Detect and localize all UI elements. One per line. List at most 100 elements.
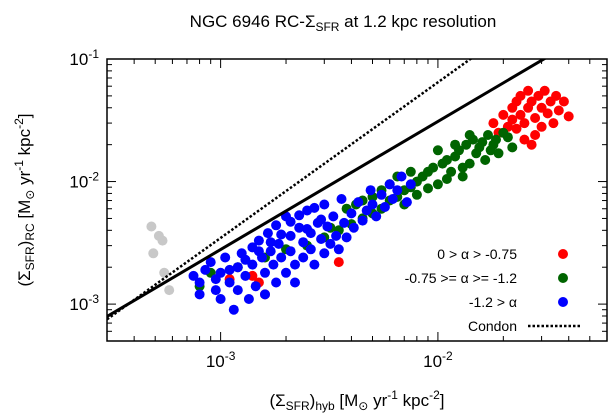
data-point-1-40 — [502, 132, 513, 143]
data-point-0-27 — [542, 108, 553, 119]
data-point-2-51 — [336, 194, 347, 204]
data-point-2-14 — [243, 294, 254, 304]
data-point-2-52 — [339, 217, 350, 228]
data-point-1-38 — [493, 148, 504, 159]
data-point-1-34 — [483, 130, 493, 140]
data-point-2-67 — [396, 171, 407, 182]
data-point-2-81 — [316, 214, 327, 225]
data-point-2-6 — [215, 294, 226, 304]
legend-label-0: 0 > α > -0.75 — [437, 246, 517, 262]
series-2 — [188, 171, 416, 315]
data-point-2-76 — [276, 229, 287, 240]
data-point-2-64 — [384, 179, 395, 190]
data-point-1-46 — [411, 189, 422, 200]
data-point-2-9 — [228, 304, 239, 315]
data-point-2-73 — [240, 254, 251, 265]
data-point-0-15 — [519, 118, 530, 129]
y-tick-label-2: 10-1 — [69, 47, 99, 69]
data-point-0-5 — [488, 118, 499, 129]
data-point-2-33 — [290, 259, 300, 270]
data-point-2-29 — [281, 267, 291, 278]
data-point-1-48 — [432, 145, 443, 156]
legend-entry-1: -0.75 >= α >= -1.2 — [405, 270, 568, 286]
legend-entry-2: -1.2 > α — [469, 294, 568, 310]
data-point-2-54 — [346, 208, 357, 219]
data-point-0-30 — [551, 90, 562, 101]
data-point-2-22 — [262, 228, 273, 239]
data-point-1-49 — [441, 174, 452, 184]
data-point-2-61 — [371, 211, 382, 222]
data-point-2-23 — [265, 246, 276, 257]
legend-label-2: -1.2 > α — [469, 294, 517, 310]
data-point-2-17 — [250, 281, 261, 292]
data-point-2-70 — [194, 277, 205, 288]
data-point-2-21 — [260, 289, 270, 300]
data-point-2-31 — [285, 230, 296, 241]
data-point-0-21 — [530, 113, 541, 123]
data-point-2-36 — [298, 237, 309, 248]
data-point-1-50 — [450, 139, 461, 150]
data-point-0-25 — [536, 121, 547, 132]
data-point-3-4 — [164, 285, 175, 296]
data-point-1-52 — [464, 130, 475, 140]
data-point-1-32 — [477, 137, 488, 148]
data-point-1-27 — [461, 139, 472, 150]
x-tick-label-1: 10-2 — [423, 349, 453, 371]
data-point-0-13 — [515, 90, 526, 101]
legend: 0 > α > -0.75 -0.75 >= α >= -1.2 -1.2 > α C… — [405, 246, 580, 334]
data-point-2-65 — [387, 194, 398, 204]
data-point-2-1 — [194, 289, 205, 300]
data-point-2-69 — [405, 179, 416, 190]
data-point-0-31 — [553, 105, 564, 116]
data-point-0-4 — [333, 257, 344, 268]
legend-entry-3: Condon — [468, 318, 580, 334]
legend-marker-0 — [558, 249, 568, 259]
data-point-0-1 — [247, 270, 258, 281]
data-point-1-45 — [405, 166, 416, 177]
chart-title: NGC 6946 RC-ΣSFR at 1.2 kpc resolution — [190, 12, 497, 34]
data-point-2-50 — [333, 244, 344, 255]
data-point-0-26 — [539, 85, 550, 96]
data-point-2-75 — [265, 237, 276, 248]
data-point-0-12 — [511, 123, 522, 134]
data-point-2-74 — [253, 246, 264, 257]
data-point-1-47 — [423, 183, 433, 194]
data-point-0-19 — [526, 96, 537, 107]
data-point-0-17 — [523, 85, 534, 96]
data-point-0-16 — [519, 134, 530, 145]
data-point-2-68 — [401, 197, 412, 208]
data-point-2-2 — [200, 264, 211, 275]
data-point-2-77 — [285, 216, 296, 227]
data-point-2-3 — [205, 257, 216, 268]
legend-marker-1 — [558, 273, 568, 283]
data-point-0-20 — [526, 139, 537, 150]
data-point-1-51 — [457, 162, 468, 173]
data-point-2-24 — [268, 259, 279, 270]
data-point-2-25 — [271, 277, 282, 288]
data-point-2-0 — [188, 270, 199, 281]
data-point-2-62 — [376, 189, 387, 200]
data-point-1-20 — [432, 179, 443, 190]
condon-line — [107, 59, 473, 321]
data-point-2-53 — [341, 232, 352, 243]
best-fit-line — [107, 59, 547, 318]
data-point-1-26 — [457, 171, 468, 182]
data-point-0-22 — [530, 130, 541, 140]
data-point-2-43 — [316, 234, 327, 244]
data-point-2-59 — [365, 185, 376, 196]
data-point-0-7 — [498, 109, 509, 120]
data-point-2-45 — [319, 199, 330, 210]
data-point-2-35 — [294, 222, 305, 233]
data-point-2-10 — [232, 262, 243, 273]
series-3 — [146, 221, 175, 296]
data-point-2-47 — [325, 238, 336, 249]
data-point-2-32 — [285, 246, 296, 257]
axes-layer: 10-3 10-2 10-3 10-2 10-1 (ΣSFR)hyb [M⊙ yr-1 k… — [12, 47, 608, 413]
data-point-2-28 — [276, 252, 287, 263]
data-point-3-2 — [148, 248, 159, 259]
data-point-2-27 — [273, 238, 284, 249]
data-point-2-13 — [240, 270, 251, 281]
data-point-2-78 — [294, 210, 305, 221]
data-point-2-79 — [302, 224, 313, 234]
